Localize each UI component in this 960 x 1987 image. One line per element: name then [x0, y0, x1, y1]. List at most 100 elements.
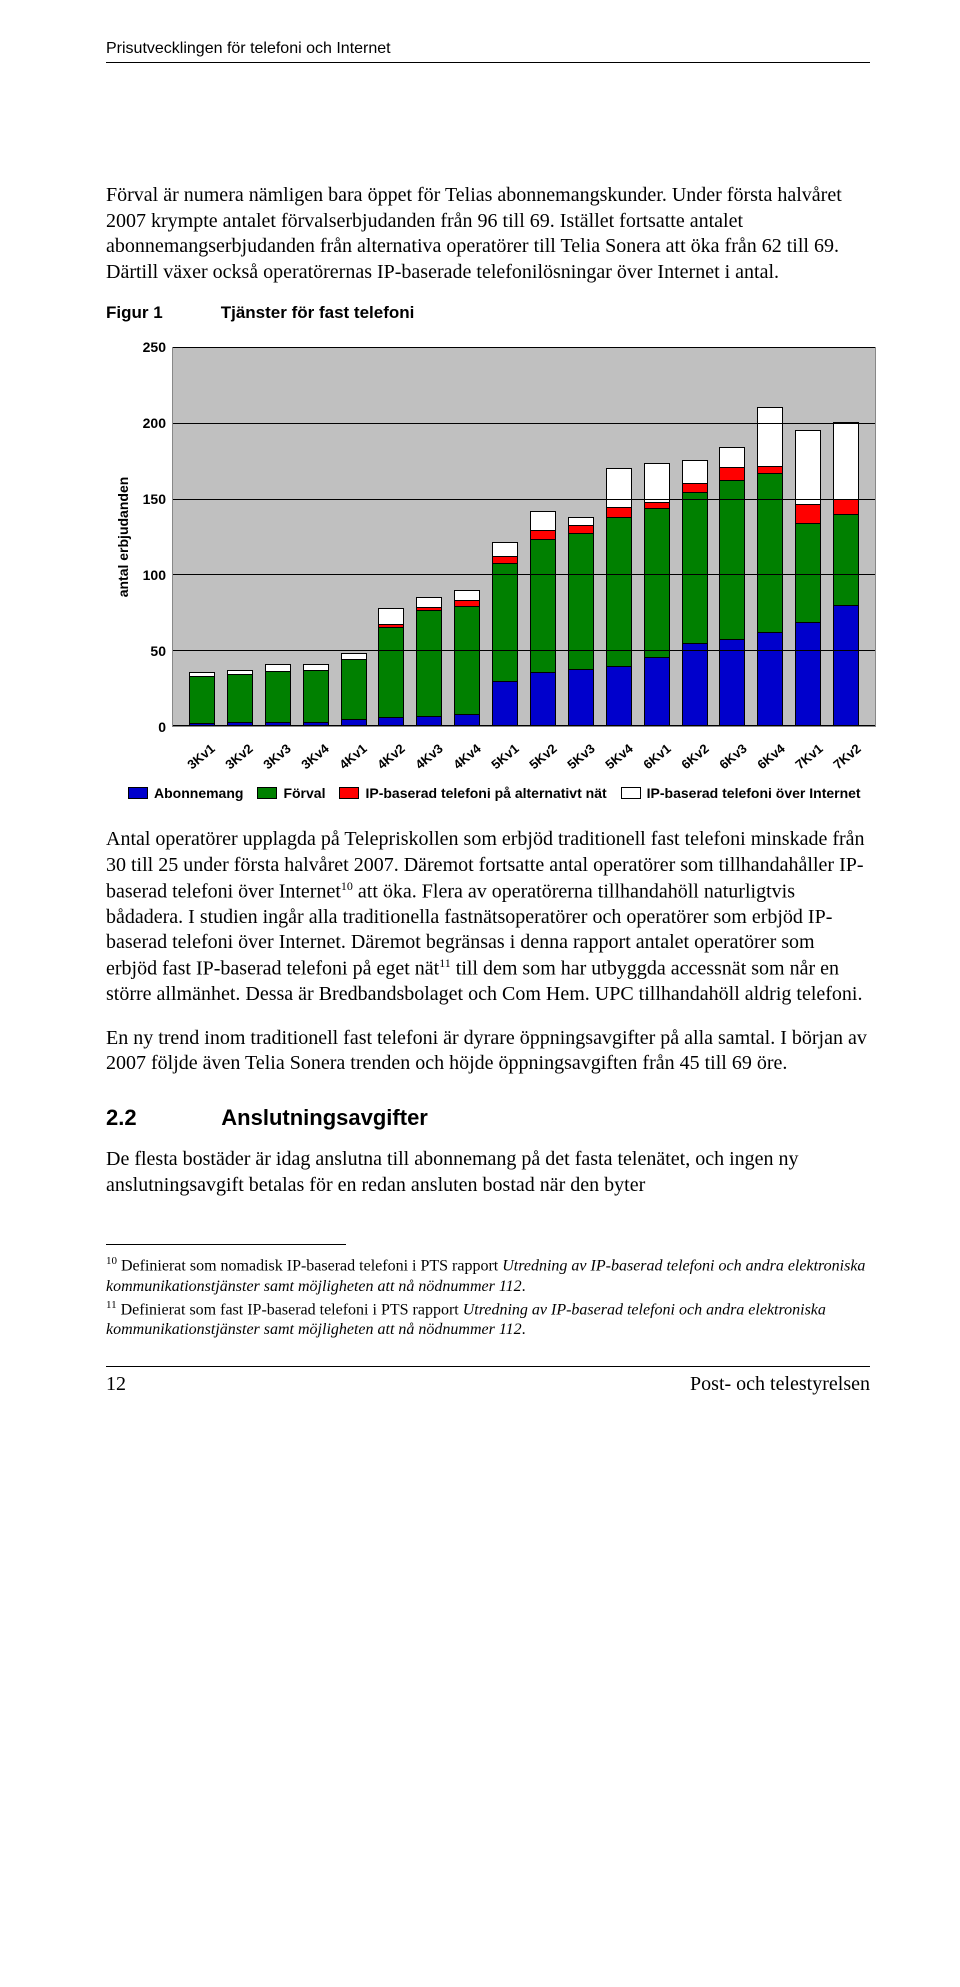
legend-item: Förval — [257, 785, 325, 801]
x-tick: 5Kv1 — [486, 727, 524, 775]
x-tick: 7Kv2 — [828, 727, 866, 775]
bar-segment-forval — [796, 523, 820, 621]
bar-segment-ip_internet — [796, 431, 820, 504]
legend-label: IP-baserad telefoni över Internet — [647, 785, 861, 801]
bar-segment-forval — [758, 473, 782, 632]
bar — [530, 511, 556, 727]
paragraph-intro: Förval är numera nämligen bara öppet för… — [106, 183, 870, 285]
bar — [644, 463, 670, 726]
y-axis-label-cell: antal erbjudanden — [106, 347, 134, 727]
y-axis-ticks: 050100150200250 — [134, 347, 172, 727]
figure-label: Figur 1 — [106, 303, 216, 323]
x-tick: 5Kv3 — [562, 727, 600, 775]
paragraph-section-body: De flesta bostäder är idag anslutna till… — [106, 1147, 870, 1198]
bar-slot — [297, 348, 335, 726]
bar-segment-ip_internet — [607, 469, 631, 507]
bar-segment-forval — [342, 659, 366, 719]
bar-segment-ip_internet — [569, 518, 593, 526]
bar-slot — [827, 348, 865, 726]
bar-segment-ip_altnat — [683, 483, 707, 492]
bar-segment-abonnemang — [645, 657, 669, 727]
running-head: Prisutvecklingen för telefoni och Intern… — [106, 40, 870, 63]
x-tick: 4Kv4 — [448, 727, 486, 775]
bar-segment-ip_internet — [455, 591, 479, 600]
bar-segment-ip_altnat — [834, 499, 858, 514]
footnote-10-num: 10 — [106, 1255, 117, 1267]
bar-segment-abonnemang — [607, 666, 631, 727]
bar-segment-forval — [720, 480, 744, 639]
bar — [492, 542, 518, 726]
bar-segment-ip_internet — [493, 543, 517, 555]
bar-slot — [676, 348, 714, 726]
figure-title: Tjänster för fast telefoni — [221, 303, 415, 322]
bar — [227, 670, 253, 726]
bar-segment-ip_internet — [531, 512, 555, 530]
y-tick: 0 — [158, 719, 166, 735]
legend-swatch — [257, 787, 277, 799]
paragraph-after-chart: Antal operatörer upplagda på Telepriskol… — [106, 827, 870, 1007]
bar — [795, 430, 821, 726]
x-tick: 4Kv3 — [410, 727, 448, 775]
bar — [606, 468, 632, 726]
legend-item: Abonnemang — [128, 785, 243, 801]
legend-swatch — [621, 787, 641, 799]
bar-segment-ip_altnat — [796, 504, 820, 524]
x-axis-labels: 3Kv13Kv23Kv33Kv44Kv14Kv24Kv34Kv45Kv15Kv2… — [172, 727, 876, 775]
gridline — [173, 499, 875, 500]
page-footer: 12 Post- och telestyrelsen — [106, 1366, 870, 1396]
bar-segment-forval — [645, 508, 669, 656]
bar-segment-ip_internet — [417, 598, 441, 607]
footnote-11-lead: Definierat som fast IP-baserad telefoni … — [117, 1301, 463, 1318]
bar-segment-forval — [190, 676, 214, 724]
y-tick: 100 — [143, 567, 166, 583]
bar — [568, 517, 594, 727]
x-tick: 3Kv3 — [258, 727, 296, 775]
bar-slot — [486, 348, 524, 726]
legend-label: IP-baserad telefoni på alternativt nät — [365, 785, 606, 801]
x-tick: 6Kv3 — [714, 727, 752, 775]
bar-segment-ip_internet — [758, 408, 782, 466]
bar-segment-forval — [683, 492, 707, 643]
paragraph-trend: En ny trend inom traditionell fast telef… — [106, 1026, 870, 1077]
bar-segment-ip_altnat — [569, 525, 593, 533]
bar-slot — [221, 348, 259, 726]
y-axis-label: antal erbjudanden — [115, 477, 131, 598]
legend-item: IP-baserad telefoni på alternativt nät — [339, 785, 606, 801]
legend-swatch — [339, 787, 359, 799]
bar-segment-abonnemang — [569, 669, 593, 726]
bar-segment-ip_altnat — [531, 530, 555, 539]
footnote-11: 11 Definierat som fast IP-baserad telefo… — [106, 1299, 870, 1340]
footnote-separator — [106, 1244, 346, 1245]
bar-segment-forval — [607, 517, 631, 665]
bar — [719, 447, 745, 727]
bar-slot — [335, 348, 373, 726]
bar-segment-forval — [531, 539, 555, 672]
x-tick: 4Kv1 — [334, 727, 372, 775]
bar-slot — [410, 348, 448, 726]
bar-segment-ip_internet — [379, 609, 403, 624]
bar-slot — [638, 348, 676, 726]
bar-slot — [183, 348, 221, 726]
footnote-11-num: 11 — [106, 1299, 117, 1311]
x-tick: 6Kv1 — [638, 727, 676, 775]
document-page: Prisutvecklingen för telefoni och Intern… — [0, 0, 960, 1430]
x-tick: 6Kv4 — [752, 727, 790, 775]
section-heading: 2.2 Anslutningsavgifter — [106, 1105, 870, 1131]
bar — [265, 664, 291, 726]
x-tick: 7Kv1 — [790, 727, 828, 775]
legend-label: Förval — [283, 785, 325, 801]
x-tick: 3Kv1 — [182, 727, 220, 775]
footnote-10-tail: . — [522, 1278, 526, 1295]
bar — [682, 460, 708, 726]
bar — [454, 590, 480, 727]
bar-segment-forval — [304, 670, 328, 722]
gridline — [173, 574, 875, 575]
chart-container: antal erbjudanden 050100150200250 3Kv13K… — [106, 347, 876, 775]
bar-segment-forval — [569, 533, 593, 669]
footer-org: Post- och telestyrelsen — [690, 1373, 870, 1396]
bar-segment-forval — [834, 514, 858, 605]
bar-segment-forval — [417, 610, 441, 716]
gridline — [173, 650, 875, 651]
legend-label: Abonnemang — [154, 785, 243, 801]
bar-segment-abonnemang — [531, 672, 555, 726]
